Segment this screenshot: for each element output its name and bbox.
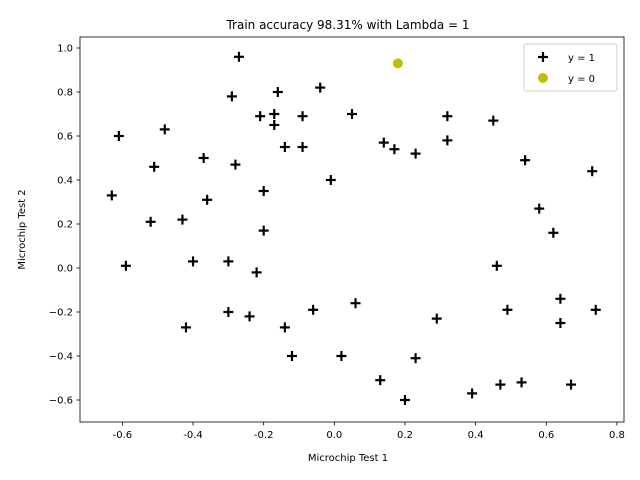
y-tick-label: 0.0 bbox=[57, 264, 73, 275]
point-y1 bbox=[336, 351, 347, 361]
point-y1 bbox=[375, 375, 386, 386]
point-y1 bbox=[120, 260, 131, 271]
point-y1 bbox=[410, 353, 421, 364]
point-y1 bbox=[233, 51, 244, 62]
x-axis-label: Microchip Test 1 bbox=[308, 453, 388, 464]
point-y1 bbox=[226, 91, 237, 102]
x-tick-label: 0.4 bbox=[468, 430, 484, 441]
point-y1 bbox=[315, 82, 326, 93]
y-tick-label: 0.4 bbox=[57, 176, 73, 187]
point-y1 bbox=[347, 109, 357, 119]
point-y1 bbox=[286, 351, 297, 361]
point-y1 bbox=[255, 111, 266, 122]
point-y1 bbox=[279, 322, 290, 333]
point-y1 bbox=[308, 304, 319, 315]
point-y1 bbox=[198, 153, 209, 163]
point-y1 bbox=[258, 186, 269, 196]
point-y1 bbox=[495, 379, 506, 390]
y-tick-label: 0.2 bbox=[57, 220, 73, 231]
y-axis: −0.6 −0.4 −0.2 0.0 0.2 0.4 0.6 0.8 1.0 bbox=[49, 44, 80, 407]
x-tick-label: -0.4 bbox=[183, 430, 203, 441]
point-y1 bbox=[548, 227, 559, 238]
point-y1 bbox=[223, 307, 234, 317]
point-y1 bbox=[202, 194, 213, 205]
point-y1 bbox=[587, 166, 598, 177]
point-y1 bbox=[555, 293, 566, 304]
point-y1 bbox=[555, 318, 566, 328]
point-y1 bbox=[106, 190, 117, 201]
point-y1 bbox=[188, 256, 199, 267]
plot-area bbox=[79, 36, 625, 423]
legend-marker-y1 bbox=[538, 52, 548, 62]
point-y1 bbox=[590, 304, 601, 315]
point-y1 bbox=[244, 311, 255, 322]
point-y1 bbox=[230, 159, 241, 170]
y-tick-label: −0.2 bbox=[49, 308, 73, 319]
y-tick-label: −0.4 bbox=[49, 352, 73, 363]
y-tick-label: 1.0 bbox=[57, 44, 73, 55]
point-y1 bbox=[442, 135, 453, 146]
point-y1 bbox=[180, 322, 191, 333]
y-tick-label: 0.6 bbox=[57, 132, 73, 143]
point-y1 bbox=[325, 175, 336, 185]
x-tick-label: 0.0 bbox=[326, 430, 342, 441]
x-tick-label: 0.8 bbox=[609, 430, 625, 441]
data-points bbox=[106, 51, 601, 405]
point-y1 bbox=[272, 87, 283, 97]
point-y1 bbox=[145, 216, 156, 227]
point-y1 bbox=[177, 214, 188, 225]
x-axis: -0.6 -0.4 -0.2 0.0 0.2 0.4 0.6 0.8 bbox=[113, 422, 625, 441]
point-y1 bbox=[389, 144, 400, 155]
x-tick-label: -0.6 bbox=[113, 430, 133, 441]
point-y1 bbox=[251, 267, 262, 278]
point-y1 bbox=[269, 120, 280, 130]
point-y1 bbox=[566, 379, 577, 390]
point-y1 bbox=[431, 313, 442, 324]
point-y1 bbox=[113, 131, 124, 141]
point-y1 bbox=[350, 298, 361, 309]
point-y1 bbox=[159, 124, 170, 135]
y-tick-label: −0.6 bbox=[49, 396, 73, 407]
x-tick-label: 0.2 bbox=[397, 430, 413, 441]
point-y1 bbox=[399, 395, 410, 405]
legend-label: y = 1 bbox=[568, 53, 595, 64]
legend-label: y = 0 bbox=[568, 74, 595, 85]
point-y1 bbox=[149, 161, 160, 172]
point-y1 bbox=[297, 111, 308, 122]
point-y1 bbox=[488, 115, 499, 126]
point-y1 bbox=[410, 148, 421, 159]
point-y1 bbox=[520, 155, 531, 166]
point-y1 bbox=[502, 304, 513, 315]
chart-title: Train accuracy 98.31% with Lambda = 1 bbox=[225, 18, 469, 32]
point-y1 bbox=[442, 111, 453, 122]
y-tick-label: 0.8 bbox=[57, 88, 73, 99]
point-y1 bbox=[491, 260, 502, 271]
point-y1 bbox=[516, 377, 527, 388]
point-y1 bbox=[279, 142, 290, 152]
x-tick-label: -0.2 bbox=[254, 430, 274, 441]
y-axis-label: Microchip Test 2 bbox=[17, 189, 28, 269]
point-y1 bbox=[378, 137, 389, 148]
point-y1 bbox=[223, 256, 234, 267]
point-y1 bbox=[467, 388, 478, 399]
x-tick-label: 0.6 bbox=[538, 430, 554, 441]
point-y1 bbox=[269, 109, 280, 119]
point-y0 bbox=[392, 58, 403, 69]
legend: y = 1 y = 0 bbox=[523, 43, 618, 92]
point-y1 bbox=[297, 142, 308, 152]
point-y1 bbox=[258, 225, 269, 236]
legend-marker-y0 bbox=[538, 73, 548, 83]
point-y1 bbox=[534, 203, 545, 214]
